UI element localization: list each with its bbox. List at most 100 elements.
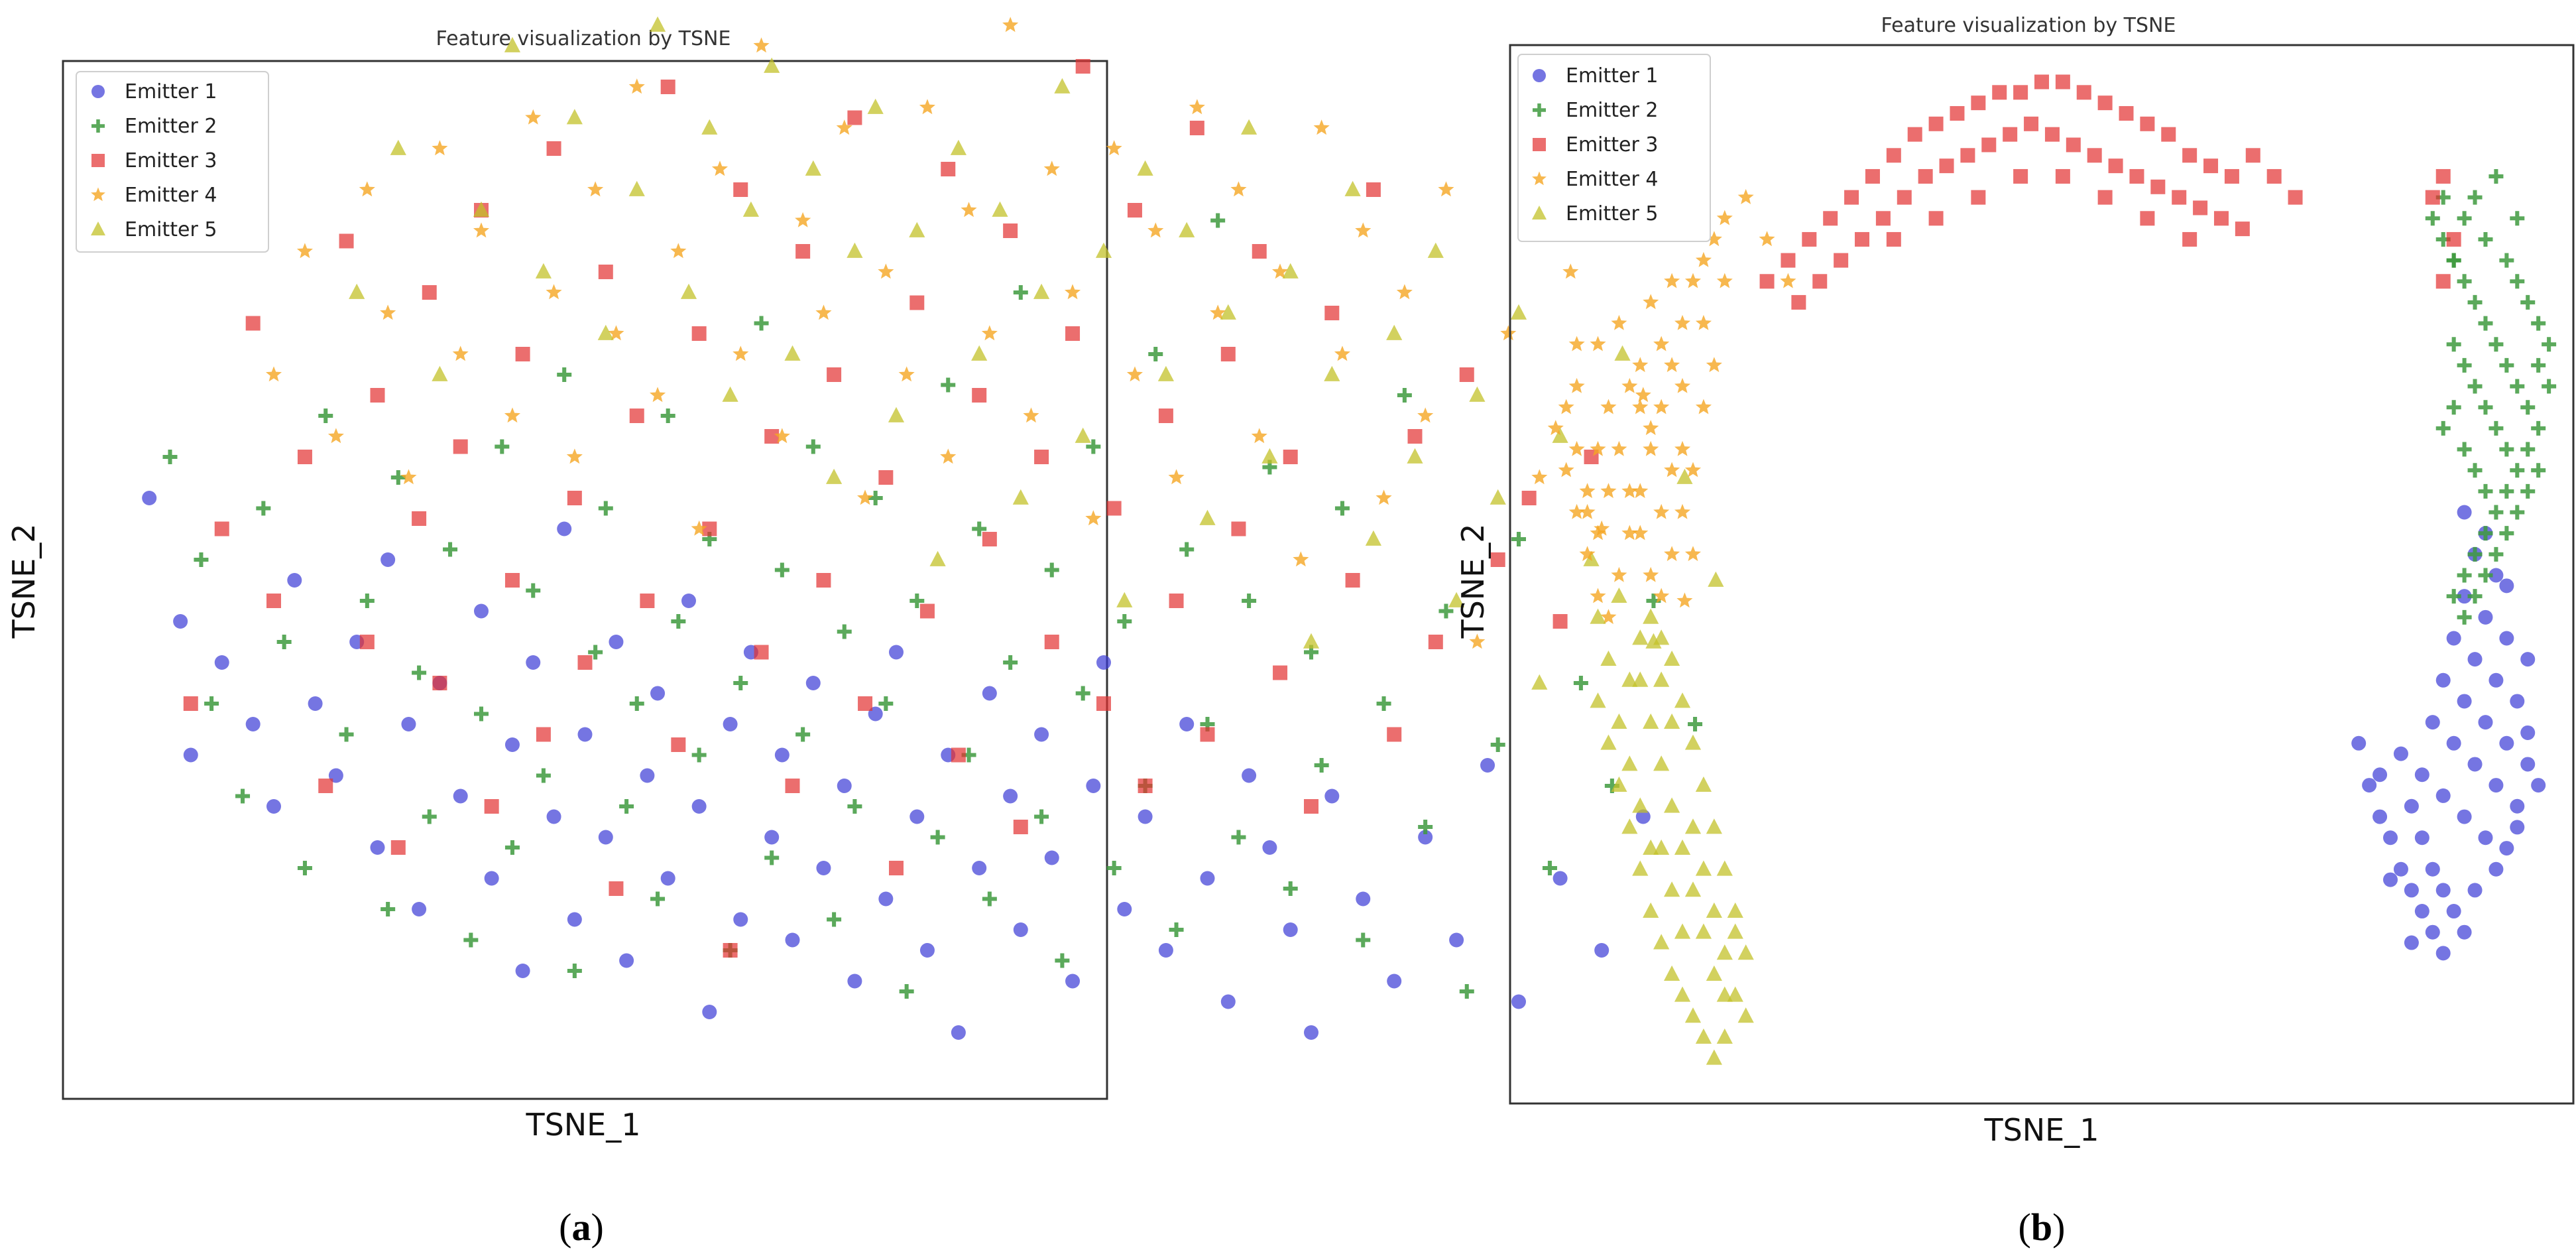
panel-b-point-emitter-1-18 xyxy=(2478,830,2493,846)
panel-a-point-emitter-4-35 xyxy=(1043,160,1060,176)
panel-b-point-emitter-2-33 xyxy=(2488,546,2504,562)
panel-b-point-emitter-4-22 xyxy=(1611,314,1627,330)
panel-a-legend-label-emitter-5: Emitter 5 xyxy=(125,218,217,241)
panel-a-point-emitter-2-71 xyxy=(1314,758,1329,773)
panel-a-point-emitter-4-15 xyxy=(628,78,645,94)
panel-b-series-emitter-3 xyxy=(1759,74,2461,310)
panel-a-point-emitter-2-85 xyxy=(1688,717,1703,731)
panel-b-point-emitter-4-15 xyxy=(1706,231,1722,247)
panel-a-point-emitter-5-16 xyxy=(805,160,821,176)
panel-a-point-emitter-1-3 xyxy=(214,655,229,670)
panel-b-legend-marker-emitter-5 xyxy=(1532,206,1547,220)
panel-a-point-emitter-5-33 xyxy=(1157,365,1174,381)
panel-a-point-emitter-2-55 xyxy=(1055,953,1070,968)
panel-a-point-emitter-2-66 xyxy=(1231,830,1246,845)
panel-b-points xyxy=(1547,74,2557,1065)
panel-a-point-emitter-3-35 xyxy=(795,244,811,259)
panel-a-point-emitter-3-21 xyxy=(577,655,593,670)
panel-b-point-emitter-1-34 xyxy=(2457,589,2472,604)
panel-a-point-emitter-3-24 xyxy=(629,409,644,423)
panel-a-point-emitter-5-40 xyxy=(1303,633,1320,649)
panel-b-point-emitter-3-26 xyxy=(1791,294,1806,310)
panel-b-point-emitter-2-9 xyxy=(2520,400,2536,415)
panel-a-point-emitter-3-3 xyxy=(266,594,281,608)
panel-b-point-emitter-5-23 xyxy=(1643,608,1659,624)
panel-a-caption-letter: a xyxy=(572,1206,591,1249)
panel-a-point-emitter-3-16 xyxy=(504,573,520,588)
panel-a-point-emitter-1-27 xyxy=(619,953,634,968)
panel-a-point-emitter-3-76 xyxy=(1521,491,1537,505)
panel-a-point-emitter-3-30 xyxy=(723,943,738,958)
panel-b-point-emitter-4-30 xyxy=(1653,588,1670,603)
panel-a-point-emitter-4-34 xyxy=(1023,407,1039,423)
panel-a-point-emitter-4-18 xyxy=(691,520,707,536)
panel-b-point-emitter-2-51 xyxy=(2510,211,2525,226)
panel-b-point-emitter-5-28 xyxy=(1590,608,1606,624)
panel-a-series-emitter-3 xyxy=(183,59,1599,958)
panel-b-point-emitter-4-7 xyxy=(1621,525,1638,540)
panel-a-point-emitter-2-18 xyxy=(504,840,520,855)
panel-b-series-emitter-1 xyxy=(2351,505,2546,961)
panel-a-point-emitter-2-19 xyxy=(526,583,541,598)
panel-b-point-emitter-3-11 xyxy=(1992,85,2007,100)
panel-a-point-emitter-2-77 xyxy=(1438,603,1454,619)
panel-a-point-emitter-5-8 xyxy=(628,180,645,196)
panel-b-point-emitter-3-6 xyxy=(1886,148,1901,163)
panel-a-point-emitter-4-42 xyxy=(1189,99,1205,115)
panel-b-point-emitter-5-46 xyxy=(1684,818,1702,834)
panel-a-point-emitter-4-17 xyxy=(670,243,687,259)
panel-a-series-emitter-2 xyxy=(162,213,1703,999)
panel-a-point-emitter-1-45 xyxy=(878,891,894,907)
panel-a-point-emitter-3-66 xyxy=(1283,450,1298,464)
panel-b-point-emitter-5-0 xyxy=(1590,692,1606,708)
panel-b-point-emitter-3-35 xyxy=(1981,137,1997,153)
panel-a-point-emitter-1-15 xyxy=(453,788,468,804)
panel-a-point-emitter-4-22 xyxy=(774,428,790,444)
panel-b-point-emitter-2-11 xyxy=(2520,442,2536,457)
panel-b-point-emitter-3-56 xyxy=(2425,190,2440,205)
panel-a-point-emitter-3-67 xyxy=(1304,799,1318,814)
panel-a-point-emitter-5-17 xyxy=(826,468,843,484)
panel-b-point-emitter-2-21 xyxy=(2478,231,2493,247)
panel-b-point-emitter-5-30 xyxy=(1632,671,1649,687)
panel-a-point-emitter-4-57 xyxy=(1531,469,1548,485)
panel-a-point-emitter-3-8 xyxy=(370,388,385,403)
panel-a-point-emitter-5-2 xyxy=(432,365,448,381)
panel-a-point-emitter-2-59 xyxy=(1117,614,1132,629)
panel-a-point-emitter-5-52 xyxy=(1552,427,1568,443)
panel-a-point-emitter-3-33 xyxy=(764,429,780,444)
panel-b-point-emitter-5-9 xyxy=(1684,1007,1702,1023)
panel-b-point-emitter-3-41 xyxy=(2108,158,2123,174)
panel-b-point-emitter-5-12 xyxy=(1716,1028,1733,1044)
panel-a-point-emitter-2-10 xyxy=(381,902,396,916)
panel-a-point-emitter-3-59 xyxy=(1169,594,1184,608)
panel-a-points xyxy=(142,16,1724,1040)
panel-b-point-emitter-1-26 xyxy=(2457,694,2472,709)
panel-a-point-emitter-3-15 xyxy=(484,799,499,814)
panel-a-point-emitter-1-12 xyxy=(401,717,416,731)
panel-b-point-emitter-4-4 xyxy=(1590,588,1606,603)
panel-b-point-emitter-3-27 xyxy=(1812,274,1828,289)
panel-b-point-emitter-4-23 xyxy=(1632,357,1649,373)
panel-a-point-emitter-2-47 xyxy=(941,377,956,393)
panel-b-point-emitter-3-45 xyxy=(2193,200,2208,216)
panel-b-point-emitter-5-18 xyxy=(1695,776,1712,792)
panel-a-point-emitter-1-51 xyxy=(972,861,987,875)
panel-b-point-emitter-5-17 xyxy=(1706,818,1722,834)
panel-a-point-emitter-4-51 xyxy=(1376,489,1392,505)
panel-a-point-emitter-1-1 xyxy=(173,614,188,629)
panel-a-point-emitter-1-24 xyxy=(577,727,593,742)
panel-b-point-emitter-4-39 xyxy=(1558,399,1574,414)
panel-a-point-emitter-4-11 xyxy=(546,284,562,300)
panel-a-point-emitter-2-37 xyxy=(795,727,811,742)
panel-b-point-emitter-2-41 xyxy=(2488,420,2504,436)
panel-b-point-emitter-5-51 xyxy=(1664,881,1680,897)
panel-a-series-emitter-1 xyxy=(142,491,1651,1040)
panel-a-series-emitter-4 xyxy=(266,17,1693,649)
panel-a-point-emitter-5-22 xyxy=(929,550,946,566)
panel-a-point-emitter-1-55 xyxy=(1034,727,1049,742)
panel-b-point-emitter-3-31 xyxy=(1897,190,1912,205)
panel-b-point-emitter-2-29 xyxy=(2531,463,2546,478)
panel-b-point-emitter-3-29 xyxy=(1855,231,1870,247)
panel-b-point-emitter-5-3 xyxy=(1621,818,1638,834)
